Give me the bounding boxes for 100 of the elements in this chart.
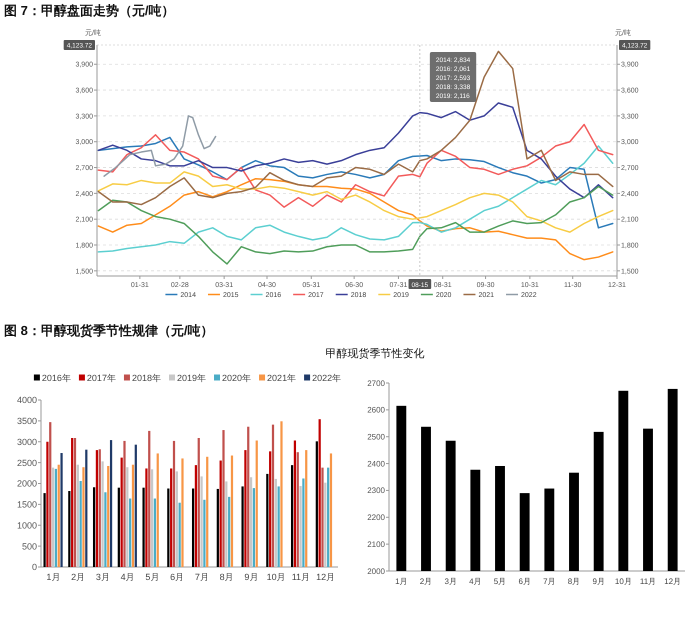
bar — [244, 450, 247, 567]
bar — [266, 474, 268, 567]
bar — [71, 438, 74, 567]
y-tick-label: 4000 — [16, 395, 37, 406]
bar — [324, 482, 326, 567]
legend-label: 2022年 — [312, 373, 342, 383]
bar — [305, 450, 308, 567]
bar — [129, 498, 132, 567]
bar — [68, 491, 70, 567]
y-tick-label: 2500 — [16, 458, 37, 468]
bar — [241, 486, 244, 567]
bar — [150, 469, 154, 567]
bar — [54, 468, 58, 567]
y-tick-label: 2100 — [367, 540, 386, 549]
chart-title: 图 8：甲醇现货季节性规律（元/吨） — [4, 323, 214, 338]
bar — [192, 488, 194, 567]
y-tick-label: 2000 — [16, 478, 37, 489]
x-tick-label: 3月 — [96, 572, 110, 582]
y-tick-label: 500 — [22, 541, 37, 552]
bar — [302, 478, 305, 567]
bar — [278, 486, 280, 567]
x-tick-label: 6月 — [518, 577, 531, 586]
legend-label: 2019年 — [176, 373, 206, 383]
bar — [252, 488, 256, 567]
x-tick-label: 3月 — [444, 577, 457, 586]
bar — [247, 426, 250, 567]
bar — [200, 476, 203, 567]
x-tick-label: 1月 — [395, 577, 408, 586]
x-tick-label: 4月 — [469, 577, 482, 586]
bar — [118, 488, 120, 567]
bar — [49, 422, 52, 567]
bar — [222, 430, 225, 567]
bar — [98, 449, 101, 567]
bar — [76, 464, 79, 567]
bar — [107, 466, 110, 567]
y-tick-label: 2300 — [367, 486, 386, 496]
line-series — [98, 145, 614, 253]
bar — [134, 444, 137, 567]
x-tick-label: 7月 — [543, 577, 556, 586]
bar — [82, 467, 85, 567]
line-series — [98, 102, 614, 198]
x-tick-label: 11月 — [640, 577, 656, 586]
bar — [96, 450, 98, 567]
bar — [269, 451, 272, 567]
bar — [299, 486, 302, 567]
y-tick-label: 0 — [32, 562, 37, 572]
x-tick-label: 5月 — [145, 572, 160, 582]
bar — [321, 468, 324, 567]
line-series — [98, 136, 614, 229]
line-series — [98, 50, 614, 206]
bar — [60, 453, 63, 567]
legend-label: 2021年 — [267, 373, 296, 383]
bar — [52, 468, 54, 567]
bar — [167, 488, 170, 567]
legend-label: 2016年 — [42, 373, 71, 383]
bar — [272, 424, 274, 567]
bar — [198, 438, 200, 567]
x-tick-label: 5月 — [494, 577, 506, 586]
bar — [250, 477, 252, 567]
bar — [110, 440, 112, 567]
x-tick-label: 12月 — [316, 572, 336, 582]
x-tick-label: 2月 — [71, 572, 86, 582]
bar — [280, 421, 283, 567]
bar — [120, 458, 123, 567]
bar — [172, 440, 176, 567]
y-tick-label: 3000 — [16, 436, 37, 447]
y-tick-label: 2000 — [367, 566, 386, 576]
line-series — [98, 171, 614, 233]
legend-label: 2017年 — [86, 373, 116, 383]
x-tick-label: 4月 — [120, 572, 135, 582]
bar — [216, 488, 219, 567]
bar — [327, 468, 330, 567]
x-tick-label: 10月 — [614, 577, 632, 586]
bar — [206, 456, 208, 567]
x-tick-label: 7月 — [194, 572, 209, 582]
bar — [290, 465, 294, 567]
bar — [80, 480, 82, 567]
bar — [230, 456, 234, 567]
line-series — [103, 115, 216, 177]
line-series — [98, 124, 614, 208]
x-tick-label: 8月 — [568, 577, 580, 586]
y-tick-label: 3500 — [16, 416, 37, 426]
bar — [330, 453, 332, 567]
y-tick-label: 1000 — [16, 520, 37, 530]
chart-title: 甲醇现货季节性变化 — [326, 347, 424, 360]
x-tick-label: 9月 — [592, 577, 605, 586]
bar — [296, 452, 299, 567]
y-tick-label: 2700 — [367, 378, 386, 388]
bar — [225, 481, 228, 567]
x-tick-label: 12月 — [664, 577, 682, 586]
bar — [46, 442, 49, 567]
x-tick-label: 2月 — [420, 577, 432, 586]
bar — [74, 438, 76, 567]
x-tick-label: 6月 — [170, 572, 184, 582]
bar — [123, 440, 126, 567]
x-tick-label: 1月 — [46, 572, 60, 582]
bar — [274, 478, 277, 567]
bar — [85, 450, 88, 567]
y-tick-label: 2400 — [367, 459, 386, 468]
x-tick-label: 9月 — [244, 572, 258, 582]
